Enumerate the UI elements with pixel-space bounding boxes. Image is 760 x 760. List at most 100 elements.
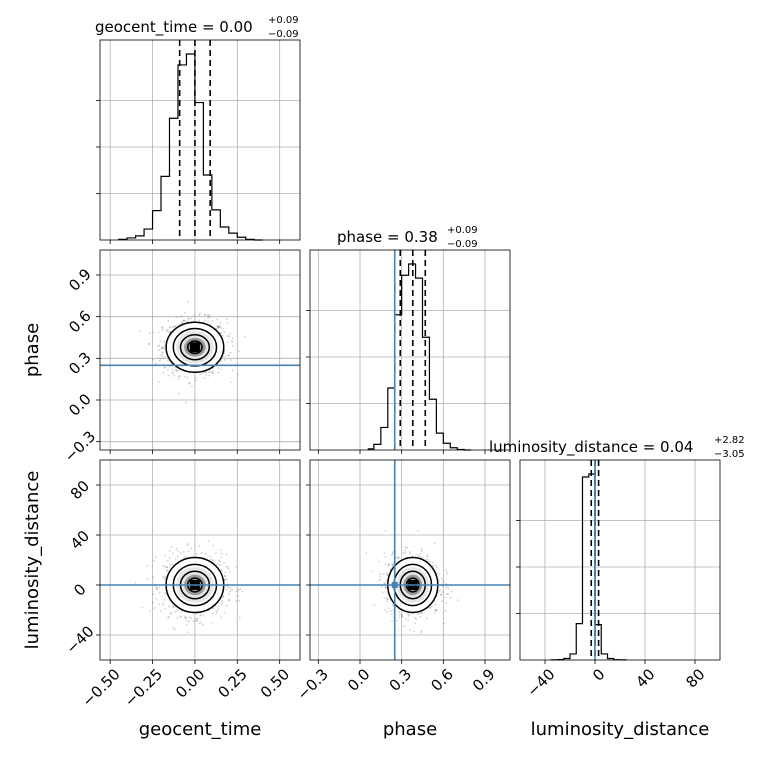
sample-point <box>178 375 181 378</box>
sample-point <box>212 559 214 562</box>
sample-point <box>390 554 393 556</box>
sample-point <box>220 552 223 555</box>
truth-marker <box>391 582 398 588</box>
sample-point <box>219 321 222 324</box>
sample-point <box>449 596 452 599</box>
sample-point <box>161 356 164 358</box>
sample-point <box>182 319 184 322</box>
sample-point <box>174 325 177 328</box>
sample-point <box>161 604 164 606</box>
sample-point <box>167 617 169 619</box>
sample-point <box>187 543 190 545</box>
sample-point <box>211 371 213 374</box>
sample-point <box>426 554 429 557</box>
sample-point <box>391 564 394 567</box>
sample-point <box>384 586 387 589</box>
sample-point <box>181 322 184 325</box>
sample-point <box>225 588 227 591</box>
sample-point <box>198 622 201 625</box>
sample-point <box>166 359 169 362</box>
sample-point <box>228 598 230 601</box>
x-tick-label-phase: 0.0 <box>344 665 374 695</box>
sample-point <box>408 613 411 616</box>
sample-point <box>244 335 246 338</box>
title-phase-plus: +0.09 <box>447 225 478 236</box>
sample-point <box>197 617 199 620</box>
sample-point <box>391 552 394 555</box>
sample-point <box>371 570 374 573</box>
sample-point <box>209 323 212 326</box>
contour-1-phase-vs-geocent-time <box>179 333 211 361</box>
sample-point <box>223 580 226 583</box>
title-phase: phase = 0.38 <box>337 228 438 246</box>
sample-point <box>397 629 400 632</box>
sample-point <box>445 602 448 604</box>
sample-point <box>162 602 165 605</box>
sample-point <box>200 552 203 554</box>
sample-point <box>187 550 190 553</box>
sample-point <box>184 617 187 620</box>
sample-point <box>445 570 448 573</box>
sample-point <box>203 377 206 379</box>
sample-point <box>420 550 423 552</box>
sample-point <box>219 549 222 552</box>
sample-point <box>238 599 241 602</box>
sample-point <box>220 569 223 572</box>
sample-point <box>191 385 193 388</box>
sample-point <box>228 335 231 338</box>
sample-point <box>205 374 208 376</box>
sample-point <box>174 558 177 561</box>
sample-point <box>212 544 214 547</box>
sample-point <box>152 576 155 578</box>
sample-point <box>207 540 210 542</box>
sample-point <box>440 593 443 596</box>
x-tick-label-luminosity-distance: 40 <box>632 665 658 691</box>
sample-point <box>198 545 201 547</box>
sample-point <box>186 317 189 319</box>
sample-point <box>420 555 422 558</box>
sample-point <box>163 565 166 568</box>
sample-point <box>202 371 205 374</box>
contour-0-phase-vs-geocent-time <box>186 340 203 355</box>
sample-point <box>209 371 212 373</box>
sample-point <box>179 616 182 618</box>
sample-point <box>415 618 418 620</box>
sample-point <box>414 622 416 625</box>
sample-point <box>378 579 380 582</box>
sample-point <box>182 550 185 553</box>
sample-point <box>206 314 209 317</box>
sample-point <box>168 605 170 608</box>
sample-point <box>386 598 388 600</box>
sample-point <box>192 620 195 622</box>
sample-point <box>172 552 174 555</box>
sample-point <box>215 610 218 613</box>
sample-point <box>208 374 211 377</box>
sample-point <box>404 617 407 620</box>
sample-point <box>146 564 149 567</box>
sample-point <box>384 585 387 588</box>
sample-point <box>398 613 401 616</box>
sample-point <box>440 577 443 580</box>
sample-point <box>174 325 177 328</box>
sample-point <box>446 572 449 575</box>
sample-point <box>397 557 399 560</box>
sample-point <box>172 605 175 608</box>
sample-point <box>176 609 178 612</box>
sample-point <box>231 589 233 591</box>
sample-point <box>221 601 224 604</box>
sample-point <box>158 349 161 351</box>
sample-point <box>199 613 202 616</box>
sample-point <box>223 611 226 614</box>
title-luminosity-distance-minus: −3.05 <box>714 449 745 460</box>
sample-point <box>232 337 234 339</box>
sample-point <box>163 341 166 343</box>
sample-point <box>420 629 423 632</box>
sample-point <box>172 605 175 608</box>
sample-point <box>378 560 381 563</box>
sample-point <box>172 563 174 566</box>
sample-point <box>199 312 201 315</box>
sample-point <box>168 615 170 618</box>
sample-point <box>225 565 228 568</box>
sample-point <box>202 623 204 626</box>
sample-point <box>391 620 393 622</box>
